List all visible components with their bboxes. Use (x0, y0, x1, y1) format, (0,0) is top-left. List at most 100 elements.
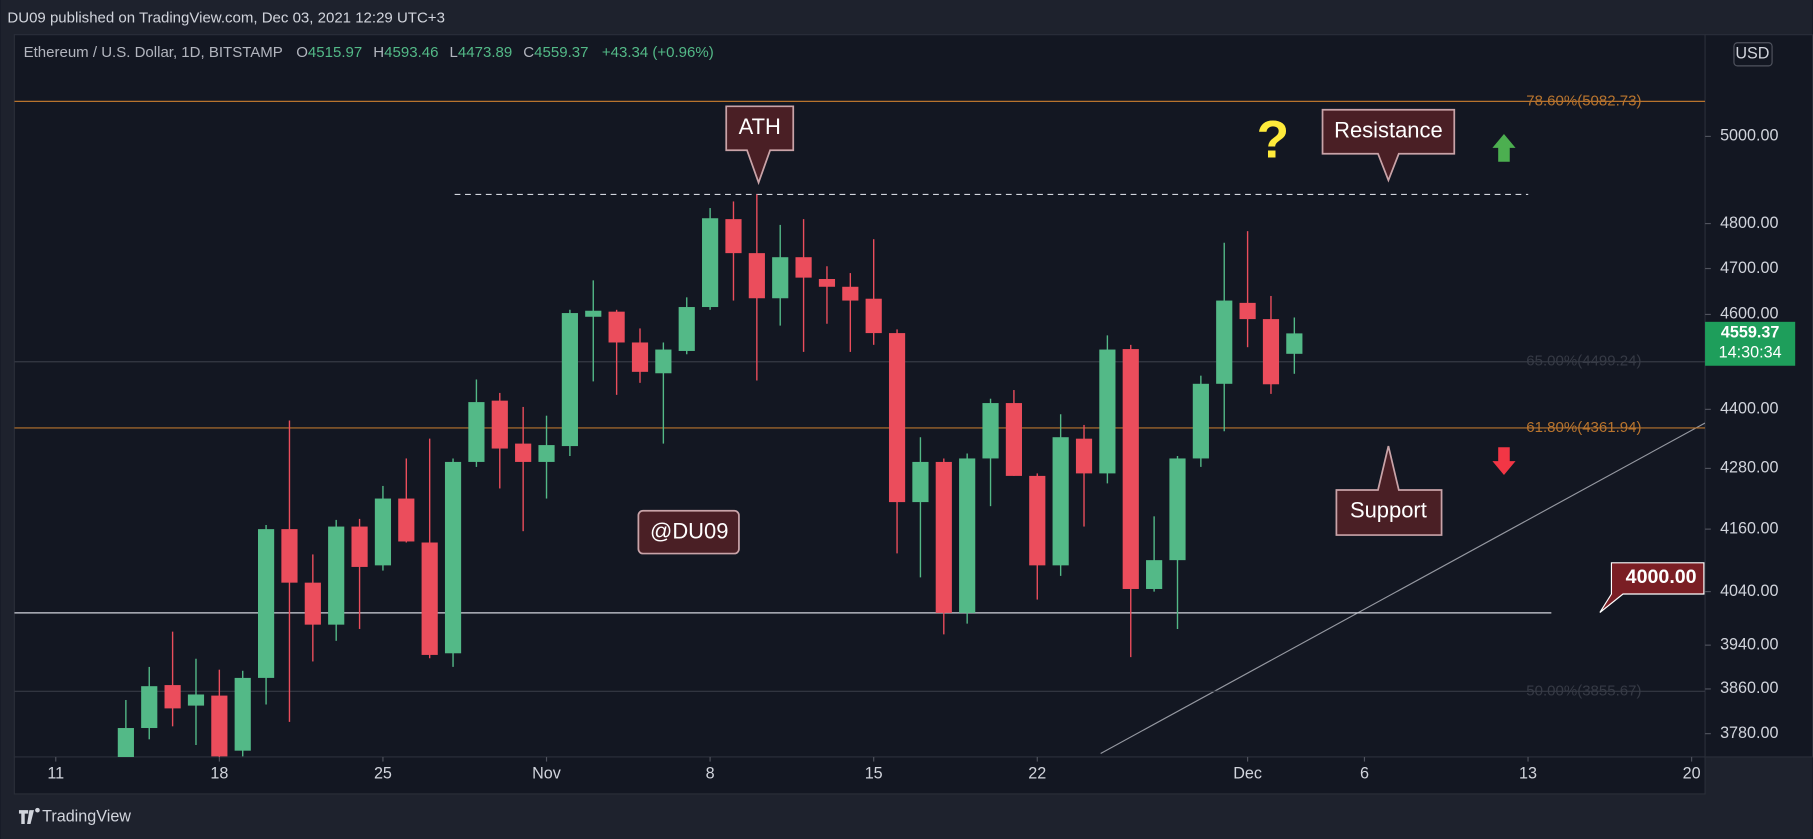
legend: Ethereum / U.S. Dollar, 1D, BITSTAMP O 45… (24, 44, 714, 61)
candle-body (444, 461, 462, 654)
candle-body (538, 445, 555, 462)
candle-body (257, 529, 275, 678)
y-tick-label: 4160.00 (1720, 519, 1778, 537)
y-tick-label: 4040.00 (1720, 582, 1778, 600)
candle-body (631, 342, 649, 372)
legend-value: 4559.37 (534, 44, 588, 61)
candles (117, 194, 1303, 757)
candle-body (398, 498, 415, 542)
currency-box (1733, 42, 1773, 67)
candle-body (1075, 438, 1093, 474)
x-tick-label: Dec (1233, 765, 1262, 783)
candle-body (1005, 403, 1022, 476)
x-tick-label: 22 (1028, 765, 1046, 783)
ath-callout (725, 105, 795, 186)
y-tick-label: 3780.00 (1720, 724, 1778, 742)
legend-value: 4473.89 (458, 44, 512, 61)
plot-pane (13, 34, 1706, 758)
candle-body (515, 443, 532, 462)
y-tick-label: 4280.00 (1720, 459, 1778, 477)
candle-body (725, 219, 742, 254)
trend-line (1100, 422, 1706, 754)
legend-change: +43.34 (+0.96%) (602, 44, 714, 61)
fib-label: 78.60%(5082.73) (1526, 92, 1641, 109)
publisher: DU09 published on TradingView.com, Dec 0… (7, 9, 445, 26)
x-tick-label: 25 (374, 765, 392, 783)
author-label: @DU09 (650, 519, 728, 544)
candle-body (421, 542, 438, 655)
x-tick-label: 11 (47, 765, 64, 783)
x-tick-label: 6 (1360, 765, 1369, 783)
author-box (637, 509, 740, 555)
x-tick-label: 8 (706, 765, 715, 783)
y-tick-label: 3860.00 (1720, 679, 1778, 697)
brand-logo (18, 807, 40, 824)
currency: USD (1735, 45, 1769, 63)
candle-body (164, 685, 181, 709)
candle-body (888, 333, 906, 503)
candle-body (1286, 333, 1303, 354)
y-tick-label: 4400.00 (1720, 400, 1778, 418)
x-tick-label: Nov (532, 765, 562, 783)
x-tick-label: 13 (1519, 765, 1537, 783)
candle-body (1052, 437, 1069, 566)
candle-body (1262, 319, 1280, 385)
candle-body (959, 458, 976, 613)
candle-body (491, 400, 508, 449)
candle-body (1099, 349, 1116, 474)
candle-body (702, 218, 719, 308)
question-mark: ? (1257, 110, 1289, 169)
candle-body (842, 286, 859, 301)
candle-body (818, 278, 836, 287)
candle-body (561, 313, 578, 447)
legend-key: L (450, 44, 458, 61)
x-tick-label: 18 (210, 765, 228, 783)
candle-body (281, 529, 298, 583)
y-tick-label: 4700.00 (1720, 259, 1778, 277)
candle-body (912, 461, 929, 503)
legend-key: H (373, 44, 384, 61)
y-tick-label: 4800.00 (1720, 214, 1778, 232)
up-arrow (1492, 134, 1516, 162)
candle-body (468, 402, 485, 462)
support-callout (1335, 445, 1443, 536)
candle-body (772, 257, 789, 299)
candle-body (678, 307, 695, 351)
candle-body (351, 526, 368, 567)
down-arrow (1492, 447, 1516, 475)
candle-body (187, 694, 205, 706)
candle-body (328, 526, 345, 625)
candle-body (608, 311, 625, 343)
y-tick-label: 4600.00 (1720, 305, 1778, 323)
candle-body (141, 686, 158, 729)
candle-body (935, 461, 952, 613)
last-price: 4559.37 (1721, 324, 1779, 342)
legend-value: 4593.46 (384, 44, 438, 61)
candle-body (1169, 458, 1186, 561)
symbol-title: Ethereum / U.S. Dollar, 1D, BITSTAMP (24, 44, 283, 61)
fib-label: 65.00%(4499.24) (1526, 353, 1641, 370)
x-tick-label: 15 (865, 765, 883, 783)
candle-body (304, 582, 321, 625)
candle-body (795, 257, 812, 278)
candle-body (117, 728, 134, 757)
candle-body (1239, 302, 1256, 320)
candle-body (1122, 349, 1139, 589)
legend-key: C (523, 44, 534, 61)
support-price-label: 4000.00 (1626, 566, 1697, 588)
x-tick-label: 20 (1683, 765, 1701, 783)
last-price-badge (1705, 321, 1796, 366)
legend-key: O (296, 44, 308, 61)
brand: TradingView (42, 807, 131, 825)
candle-body (748, 253, 765, 299)
candle-body (1029, 475, 1046, 566)
y-tick-label: 3940.00 (1720, 635, 1778, 653)
support-label: Support (1350, 498, 1427, 523)
fib-label: 61.80%(4361.94) (1526, 419, 1641, 436)
candle-body (865, 298, 882, 334)
candle-body (585, 310, 602, 317)
candle-body (1216, 300, 1233, 384)
time-axis (13, 756, 1706, 795)
y-tick-label: 5000.00 (1720, 127, 1778, 145)
